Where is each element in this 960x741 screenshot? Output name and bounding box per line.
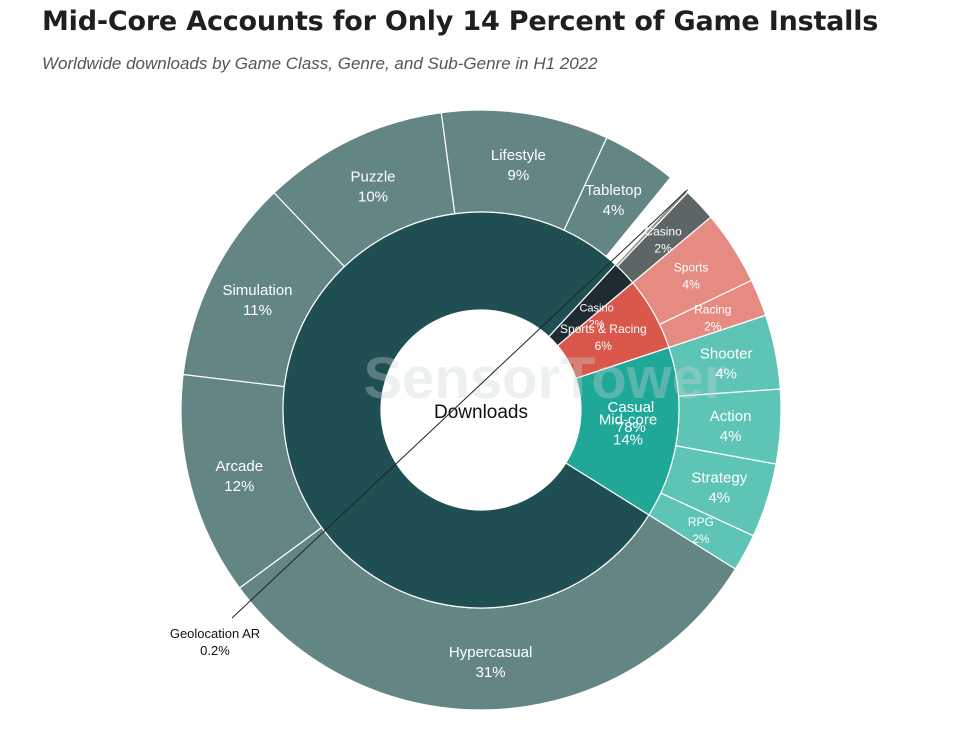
outer-label-shooter-mid-core-name: Shooter xyxy=(700,345,753,362)
outer-label-puzzle-casual-value: 10% xyxy=(358,189,388,206)
outer-label-tabletop-casual-name: Tabletop xyxy=(585,182,642,199)
outer-label-action-mid-core-name: Action xyxy=(710,408,752,425)
outer-label-lifestyle-casual-value: 9% xyxy=(508,167,530,184)
inner-label-casino-name: Casino xyxy=(579,302,613,314)
outer-ring xyxy=(180,109,782,711)
inner-label-sports-racing-value: 6% xyxy=(595,339,613,353)
outer-label-lifestyle-casual-name: Lifestyle xyxy=(491,147,546,164)
chart-subtitle: Worldwide downloads by Game Class, Genre… xyxy=(42,54,598,73)
chart-title: Mid-Core Accounts for Only 14 Percent of… xyxy=(42,6,879,37)
outer-label-sports-sports-racing-name: Sports xyxy=(674,261,709,275)
inner-ring xyxy=(282,211,680,609)
outer-label-shooter-mid-core-value: 4% xyxy=(715,365,737,382)
inner-label-casual-name: Casual xyxy=(608,399,655,416)
outer-label-action-mid-core-value: 4% xyxy=(720,428,742,445)
outer-label-rpg-mid-core-value: 2% xyxy=(692,532,710,546)
outer-label-simulation-casual-value: 11% xyxy=(243,302,272,319)
outer-label-casino-casino-name: Casino xyxy=(644,225,682,239)
outer-label-geolocation-ar-value: 0.2% xyxy=(200,643,230,658)
geolocation-leader-line xyxy=(231,189,688,619)
outer-label-strategy-mid-core-value: 4% xyxy=(708,490,730,507)
outer-label-puzzle-casual-name: Puzzle xyxy=(350,169,395,186)
inner-label-mid-core-value: 14% xyxy=(613,432,643,449)
outer-label-simulation-casual-name: Simulation xyxy=(222,282,292,299)
outer-label-geolocation-ar-name: Geolocation AR xyxy=(170,626,260,641)
outer-label-arcade-casual-name: Arcade xyxy=(216,458,264,475)
center-label: Downloads xyxy=(434,402,528,423)
outer-label-arcade-casual-value: 12% xyxy=(224,478,254,495)
outer-label-sports-sports-racing-value: 4% xyxy=(682,278,700,292)
inner-label-casino-value: 2% xyxy=(589,318,605,330)
segment-labels: Casual 78% Hypercasual 31% Arcade 12% Simulati… xyxy=(170,147,753,681)
center-hole xyxy=(381,310,581,510)
outer-label-racing-sports-racing-name: Racing xyxy=(694,302,731,316)
watermark-text: SensorTower xyxy=(363,346,726,411)
inner-label-sports-racing-name: Sports & Racing xyxy=(560,322,647,336)
outer-label-tabletop-casual-value: 4% xyxy=(603,202,625,219)
outer-label-strategy-mid-core-name: Strategy xyxy=(691,470,747,487)
outer-label-rpg-mid-core-name: RPG xyxy=(688,515,714,529)
outer-label-hypercasual-casual-value: 31% xyxy=(476,664,506,681)
inner-label-mid-core-name: Mid-core xyxy=(599,412,657,429)
outer-label-casino-casino-value: 2% xyxy=(654,242,672,256)
inner-label-casual-value: 78% xyxy=(616,419,646,436)
outer-label-racing-sports-racing-value: 2% xyxy=(704,319,722,333)
outer-label-hypercasual-casual-name: Hypercasual xyxy=(449,644,532,661)
